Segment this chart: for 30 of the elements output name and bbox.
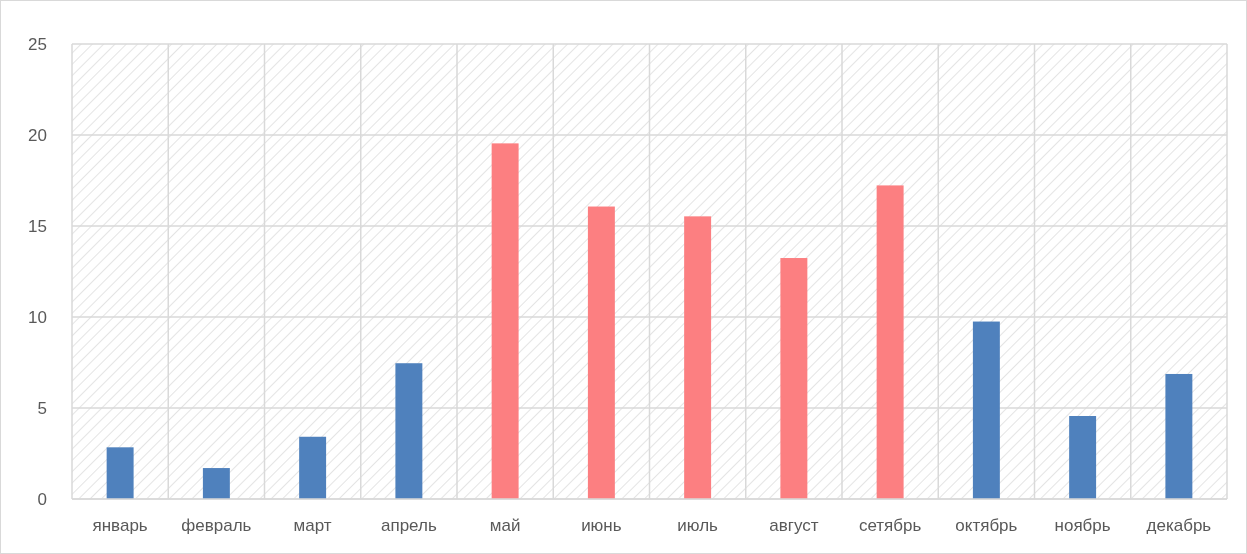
y-tick-label: 25 — [28, 34, 47, 54]
bar — [299, 436, 327, 499]
bar — [395, 363, 423, 499]
x-tick-label: декабрь — [1146, 516, 1212, 535]
x-tick-label: ноябрь — [1054, 516, 1111, 535]
x-tick-label: январь — [92, 516, 148, 535]
bar — [1069, 416, 1097, 499]
x-tick-label: апрель — [380, 516, 437, 535]
y-tick-label: 5 — [37, 398, 47, 418]
x-tick-label: июнь — [581, 516, 622, 535]
bar — [202, 468, 230, 499]
x-tick-label: июль — [677, 516, 719, 535]
bar — [780, 258, 808, 499]
bar — [972, 321, 1000, 499]
y-tick-label: 20 — [28, 125, 47, 145]
bar — [876, 185, 904, 499]
y-tick-label: 10 — [28, 307, 47, 327]
y-tick-label: 15 — [28, 216, 47, 236]
bar — [1165, 373, 1193, 499]
x-tick-label: август — [769, 516, 819, 535]
y-tick-label: 0 — [37, 489, 47, 509]
x-tick-label: октябрь — [955, 516, 1018, 535]
bar — [491, 143, 519, 499]
x-tick-label: май — [489, 516, 521, 535]
bar — [106, 447, 134, 499]
bar — [684, 216, 712, 499]
x-tick-label: март — [293, 516, 332, 535]
x-tick-label: сетябрь — [858, 516, 922, 535]
bar — [587, 206, 615, 499]
x-tick-label: февраль — [181, 516, 252, 535]
